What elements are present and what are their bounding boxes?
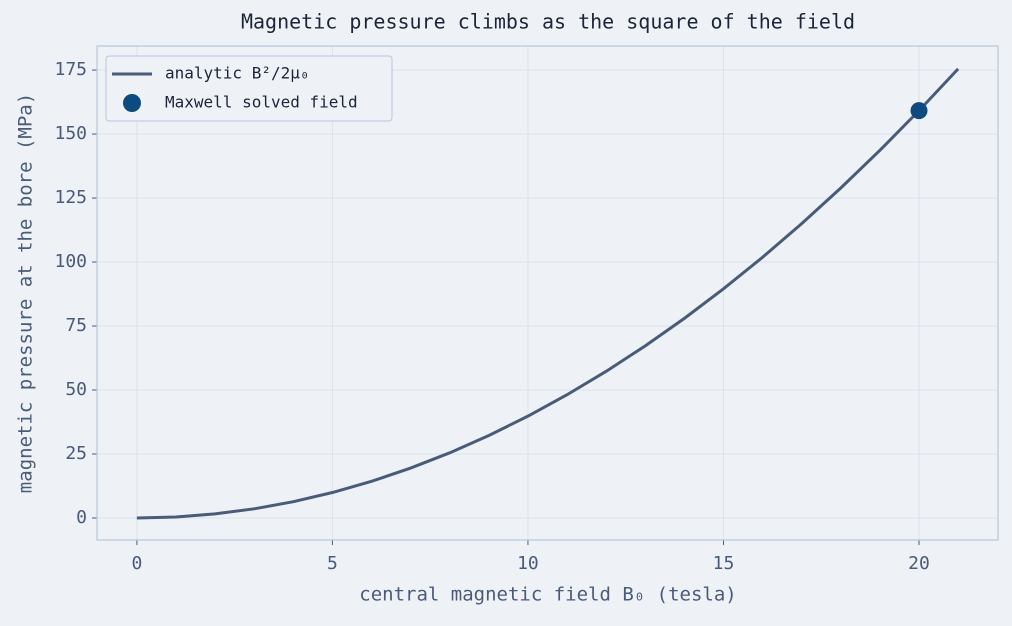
x-tick-label: 10 <box>517 553 539 574</box>
legend-box <box>105 55 393 122</box>
y-tick-label: 50 <box>65 379 87 400</box>
x-axis-label: central magnetic field B₀ (tesla) <box>359 584 737 606</box>
y-tick-label: 100 <box>54 251 87 272</box>
y-axis-label: magnetic pressure at the bore (MPa) <box>15 93 37 493</box>
x-tick-label: 5 <box>327 553 338 574</box>
curve <box>136 67 960 520</box>
y-tick-label: 0 <box>76 507 87 528</box>
x-tick-label: 15 <box>713 553 735 574</box>
plot-frame <box>96 45 999 541</box>
x-tick-label: 20 <box>908 553 930 574</box>
point <box>910 102 928 120</box>
y-tick-label: 125 <box>54 187 87 208</box>
chart-title: Magnetic pressure climbs as the square o… <box>241 10 855 34</box>
y-tick-label: 75 <box>65 315 87 336</box>
x-tick-label: 0 <box>131 553 142 574</box>
y-tick-label: 175 <box>54 59 87 80</box>
legend-swatch <box>123 94 141 112</box>
legend-label: Maxwell solved field <box>165 93 358 112</box>
y-tick-label: 150 <box>54 123 87 144</box>
y-tick-label: 25 <box>65 443 87 464</box>
legend-label: analytic B²/2μ₀ <box>165 64 310 83</box>
